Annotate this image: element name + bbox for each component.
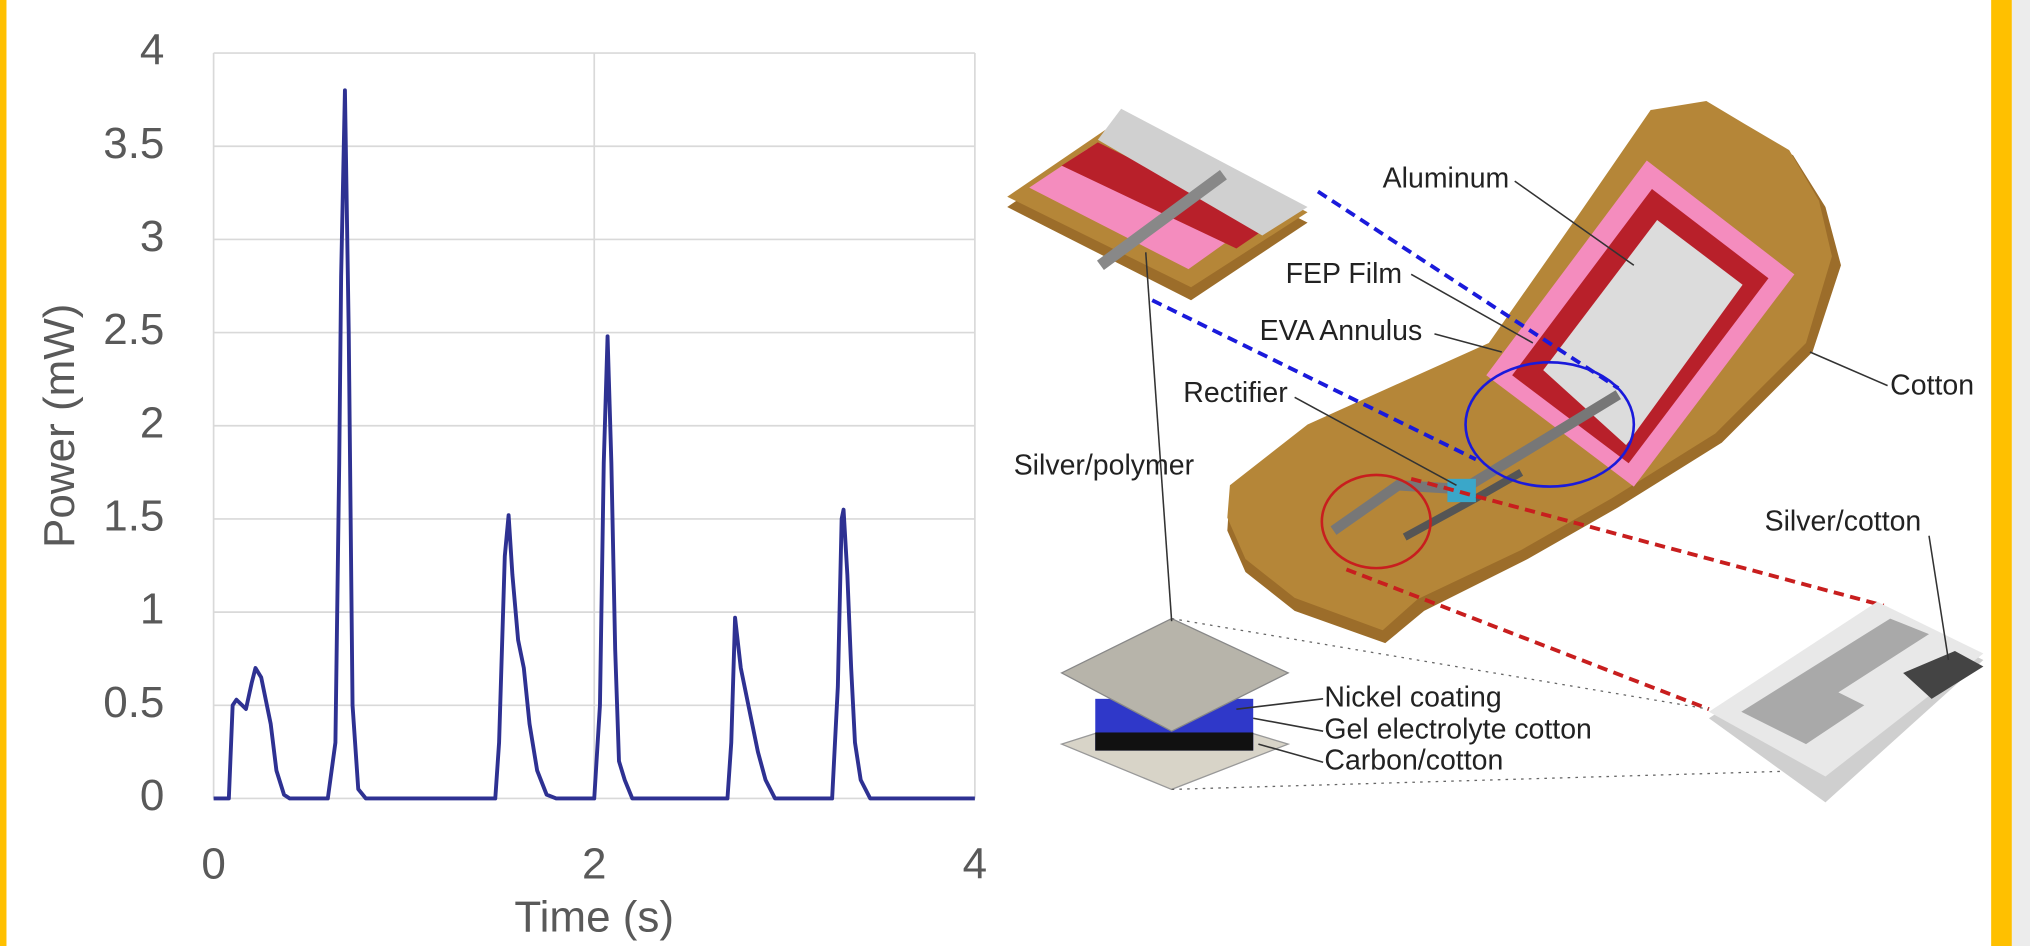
x-tick-label: 2 <box>582 840 606 889</box>
diagram-label: Gel electrolyte cotton <box>1324 714 1591 746</box>
y-tick-label: 2 <box>140 398 164 447</box>
page: {"chart_data": {"type": "line", "x": [0,… <box>0 0 2030 946</box>
diagram-label: Aluminum <box>1383 162 1510 194</box>
right-margin <box>2012 0 2030 946</box>
y-tick-label: 1 <box>140 585 164 634</box>
diagram-label: Cotton <box>1890 369 1974 401</box>
right-border <box>1991 0 2012 946</box>
diagram-label: Silver/polymer <box>1014 450 1194 482</box>
y-tick-label: 3.5 <box>103 119 164 168</box>
y-tick-label: 2.5 <box>103 305 164 354</box>
left-border <box>0 0 6 946</box>
y-tick-label: 0.5 <box>103 678 164 727</box>
y-tick-label: 1.5 <box>103 492 164 541</box>
diagram-label: Rectifier <box>1183 377 1287 409</box>
x-axis-title: Time (s) <box>514 893 674 942</box>
diagram-label: Nickel coating <box>1324 681 1501 713</box>
x-tick-label: 4 <box>963 840 987 889</box>
chart: 0 0.5 1 1.5 2 2.5 3 3.5 4 0 2 4 Time (s) Power (mW) <box>35 26 987 942</box>
y-tick-label: 0 <box>140 771 164 820</box>
diagram-label: EVA Annulus <box>1260 315 1423 347</box>
y-tick-label: 4 <box>140 26 164 75</box>
pointer <box>1810 352 1888 386</box>
cap-carbon <box>1095 732 1253 750</box>
diagram-label: Silver/cotton <box>1765 505 1922 537</box>
y-axis-title: Power (mW) <box>35 304 84 548</box>
pointer <box>1253 718 1323 731</box>
y-tick-label: 3 <box>140 212 164 261</box>
diagram-label: Carbon/cotton <box>1324 745 1503 777</box>
pointer <box>1258 744 1323 762</box>
screen: 0 0.5 1 1.5 2 2.5 3 3.5 4 0 2 4 Time (s) Power (mW) <box>0 0 2030 946</box>
x-tick-label: 0 <box>201 840 225 889</box>
diagram-label: FEP Film <box>1286 258 1403 290</box>
diagram: Aluminum FEP Film EVA Annulus Rectifier … <box>1007 101 1983 802</box>
